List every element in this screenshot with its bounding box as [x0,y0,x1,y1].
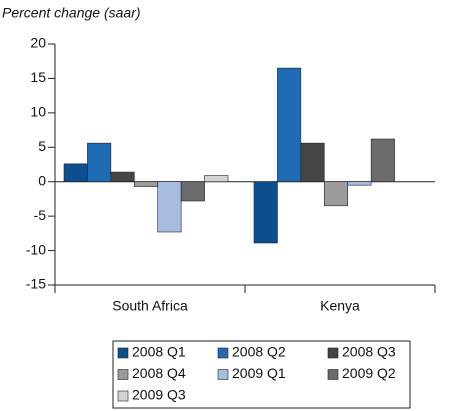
legend-label: 2008 Q2 [232,344,286,360]
bar [87,142,112,183]
y-tick-label: 15 [30,69,46,85]
bar [204,175,229,183]
legend-swatch [117,347,129,359]
bar [110,171,135,183]
x-tick-label: South Africa [112,298,188,314]
legend-label: 2008 Q4 [132,365,186,381]
y-tick-label: 20 [30,35,46,51]
y-tick-label: 0 [38,172,46,188]
bar [370,138,395,183]
bar [180,181,205,202]
legend-swatch [117,369,129,380]
bar [347,181,372,186]
legend-label: 2009 Q3 [132,387,186,403]
legend-box [112,340,411,409]
bar [277,67,302,183]
y-tick-label: -15 [26,276,46,292]
legend-swatch [327,347,339,359]
x-tick-label: Kenya [320,298,360,314]
legend-swatch [217,369,229,380]
y-tick-label: 5 [38,138,46,154]
bar [63,163,88,183]
y-tick-label: -10 [26,241,46,257]
bar [253,181,278,244]
legend-label: 2009 Q1 [232,365,286,381]
bar [323,181,349,207]
y-tick-label: -5 [34,207,47,223]
bar [157,181,182,233]
legend-label: 2008 Q3 [342,344,396,360]
legend-label: 2009 Q2 [342,365,396,381]
legend-swatch [217,347,229,359]
bar [133,181,159,187]
y-tick-label: 10 [30,104,46,120]
y-axis-label: Percent change (saar) [2,5,141,21]
legend-label: 2008 Q1 [132,344,186,360]
legend-swatch [117,390,129,402]
bar [300,142,325,183]
legend-swatch [327,369,339,380]
